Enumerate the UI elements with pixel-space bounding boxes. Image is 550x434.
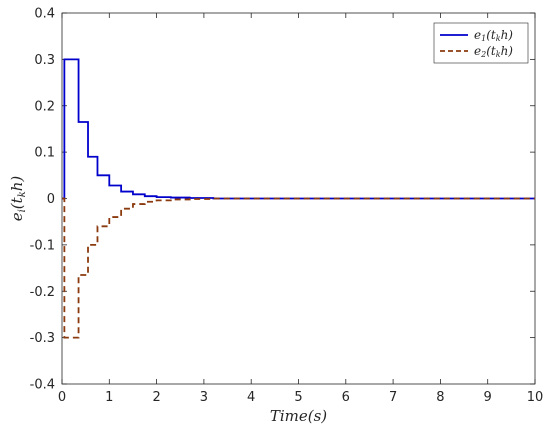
x-tick-label: 9	[484, 390, 492, 405]
x-tick-label: 2	[152, 390, 160, 405]
x-tick-label: 10	[527, 390, 544, 405]
y-axis-label: ei(tkh)	[8, 176, 28, 222]
x-tick-label: 5	[294, 390, 302, 405]
x-tick-label: 0	[58, 390, 66, 405]
y-tick-label: -0.2	[30, 285, 55, 300]
y-tick-label: 0.1	[34, 146, 55, 161]
y-tick-label: -0.4	[30, 378, 55, 393]
y-tick-label: 0	[47, 192, 55, 207]
y-tick-label: 0.3	[34, 53, 55, 68]
legend-label-2: e2(tkh)	[474, 44, 513, 59]
y-tick-label: -0.3	[30, 331, 55, 346]
x-tick-label: 1	[105, 390, 113, 405]
series-line-1	[62, 58, 535, 200]
x-tick-label: 3	[200, 390, 208, 405]
x-tick-label: 7	[389, 390, 397, 405]
x-tick-label: 6	[342, 390, 350, 405]
x-tick-label: 8	[436, 390, 444, 405]
legend-label-1: e1(tkh)	[474, 28, 513, 43]
x-tick-label: 4	[247, 390, 255, 405]
y-tick-label: 0.4	[34, 7, 55, 22]
legend-box	[433, 22, 529, 64]
y-tick-label: -0.1	[30, 238, 55, 253]
x-axis-label: Time(s)	[270, 407, 327, 425]
y-tick-label: 0.2	[34, 99, 55, 114]
